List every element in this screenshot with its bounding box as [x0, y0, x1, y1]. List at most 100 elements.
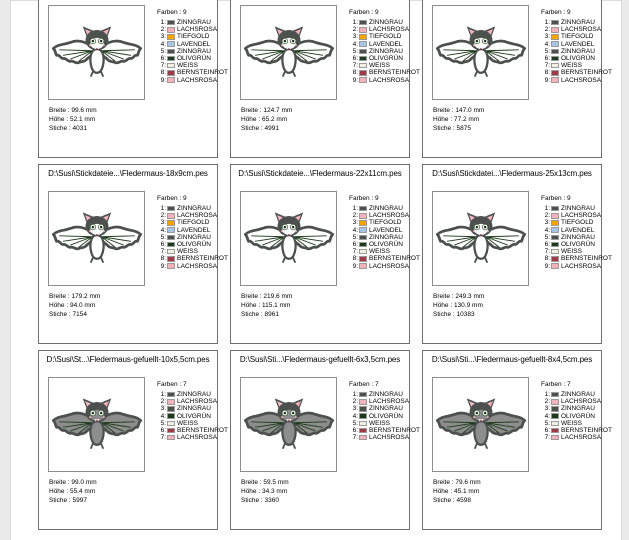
color-name: LACHSROSA [369, 212, 410, 220]
color-legend-row: 9: LACHSROSA [540, 77, 612, 84]
color-number: 6: [544, 55, 550, 63]
color-number: 9: [352, 76, 358, 84]
color-legend-row: 9: LACHSROSA [156, 77, 228, 84]
color-name: LACHSROSA [369, 76, 410, 84]
color-name: ZINNGRAU [369, 391, 403, 399]
bat-cheek [280, 230, 283, 233]
stitch-count-value: Stiche : 8961 [241, 311, 279, 318]
bat-left-wing [435, 412, 481, 437]
color-number: 5: [544, 233, 550, 241]
bat-right-wing [480, 40, 526, 65]
color-chip [551, 34, 559, 40]
width-value: Breite : 99.6 mm [49, 107, 97, 114]
color-legend-row: 3: ZINNGRAU [348, 405, 420, 412]
color-chip [551, 241, 559, 248]
color-name: LAVENDEL [369, 226, 403, 234]
color-number: 4: [544, 412, 550, 420]
bat-embroidery-graphic [243, 212, 334, 264]
color-number: 6: [352, 55, 358, 63]
design-card[interactable]: D:\Susi\Stickdatei...\Fledermaus-25x13cm… [422, 164, 612, 344]
color-chip [551, 434, 559, 441]
design-card[interactable]: D:\Susi\Sti...\Fledermaus-gefuellt-6x3,5… [230, 350, 420, 530]
color-legend-row: 6: OLIVGRÜN [156, 241, 228, 248]
bat-embroidery-graphic [243, 26, 334, 78]
bat-feet [89, 443, 104, 450]
color-legend-row: 6: OLIVGRÜN [348, 241, 420, 248]
bat-feet [473, 443, 488, 450]
color-name: LACHSROSA [561, 398, 602, 406]
bat-eyes [89, 38, 104, 45]
color-legend-row: 5: ZINNGRAU [348, 48, 420, 55]
design-card[interactable]: D:\Susi\St...\Fledermaus-gefuellt-10x5,5… [38, 350, 228, 530]
bat-embroidery-graphic [51, 26, 142, 78]
color-name: LAVENDEL [561, 40, 595, 48]
stitch-count-value: Stiche : 4031 [49, 125, 87, 132]
bat-body [472, 420, 489, 447]
color-legend: Farben : 9 1: ZINNGRAU 2: LACHSROSA 3: TIEFGO… [348, 195, 420, 270]
design-card[interactable]: D:\Susi\Stickdateie...\Fledermaus-22x11c… [230, 164, 420, 344]
color-legend-row: 6: OLIVGRÜN [540, 55, 612, 62]
design-card[interactable]: D:\Susi\Sti...\Fledermaus-gefuellt-8x4,5… [422, 350, 612, 530]
color-legend-row: 2: LACHSROSA [348, 26, 420, 33]
color-legend-row: 6: BERNSTEINROT [540, 427, 612, 434]
color-chip [167, 420, 175, 427]
color-count-label: Farben : 7 [349, 381, 379, 388]
color-name: LACHSROSA [177, 262, 218, 270]
color-count-label: Farben : 9 [157, 9, 187, 16]
color-legend-row: 3: TIEFGOLD [156, 219, 228, 226]
bat-fang [94, 233, 99, 236]
color-chip [167, 205, 175, 212]
color-legend-row: 4: LAVENDEL [348, 41, 420, 48]
bat-right-wing [96, 412, 142, 437]
height-value: Höhe : 45.1 mm [433, 488, 480, 495]
color-legend-row: 2: LACHSROSA [540, 26, 612, 33]
color-number: 6: [160, 427, 166, 435]
color-chip [551, 220, 559, 226]
color-chip [359, 213, 367, 219]
color-name: LACHSROSA [369, 262, 410, 270]
color-number: 5: [352, 419, 358, 427]
color-number: 1: [544, 391, 550, 399]
height-value: Höhe : 130.9 mm [433, 302, 483, 309]
color-legend-row: 9: LACHSROSA [156, 263, 228, 270]
color-legend-row: 2: LACHSROSA [156, 212, 228, 219]
color-legend-row: 5: ZINNGRAU [156, 234, 228, 241]
color-chip [551, 19, 559, 26]
file-path-title: D:\Susi\Stickdatei...\Fledermaus-25x13cm… [432, 169, 592, 178]
bat-left-wing [51, 40, 97, 65]
color-legend-row: 5: WEISS [348, 420, 420, 427]
color-legend-row: 8: BERNSTEINROT [540, 255, 612, 262]
color-legend-row: 3: TIEFGOLD [348, 33, 420, 40]
color-number: 1: [544, 19, 550, 27]
color-name: ZINNGRAU [369, 205, 403, 213]
color-legend-row: 5: ZINNGRAU [540, 48, 612, 55]
color-chip [359, 427, 367, 434]
color-number: 1: [160, 205, 166, 213]
design-card[interactable]: Farben : 9 1: ZINNGRAU 2: LACHSROSA 3: TIEFGO… [38, 0, 228, 158]
design-info: Breite : 179.2 mm Höhe : 94.0 mm Stiche … [49, 292, 100, 319]
color-legend-row: 8: BERNSTEINROT [540, 69, 612, 76]
color-chip [551, 70, 559, 76]
design-card[interactable]: Farben : 9 1: ZINNGRAU 2: LACHSROSA 3: TIEFGO… [230, 0, 420, 158]
color-legend-row: 5: WEISS [156, 420, 228, 427]
design-card[interactable]: Farben : 9 1: ZINNGRAU 2: LACHSROSA 3: TIEFGO… [422, 0, 612, 158]
bat-right-wing [288, 412, 334, 437]
color-legend-row: 8: BERNSTEINROT [156, 69, 228, 76]
color-legend-row: 3: TIEFGOLD [540, 219, 612, 226]
color-number: 3: [352, 219, 358, 227]
design-card[interactable]: D:\Susi\Stickdateie...\Fledermaus-18x9cm… [38, 164, 228, 344]
height-value: Höhe : 55.4 mm [49, 488, 96, 495]
color-number: 7: [352, 248, 358, 256]
bat-eyes [89, 224, 104, 231]
bat-cheek [294, 230, 297, 233]
color-chip [167, 248, 175, 255]
color-name: ZINNGRAU [177, 47, 211, 55]
color-chip [359, 227, 367, 233]
color-number: 9: [352, 262, 358, 270]
color-legend-row: 7: WEISS [156, 62, 228, 69]
bat-left-wing [51, 412, 97, 437]
color-number: 5: [544, 419, 550, 427]
color-legend-row: 7: LACHSROSA [156, 434, 228, 441]
color-legend-row: 1: ZINNGRAU [540, 19, 612, 26]
bat-left-wing [243, 40, 289, 65]
